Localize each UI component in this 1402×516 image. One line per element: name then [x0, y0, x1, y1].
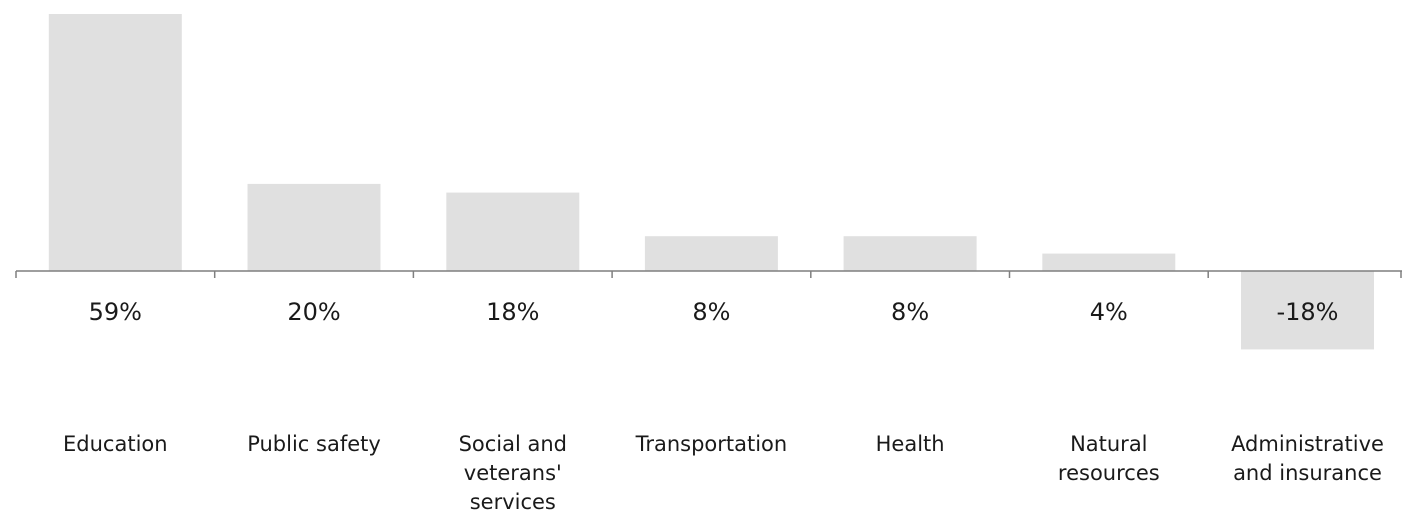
- category-label-line: and insurance: [1233, 461, 1382, 485]
- category-label-line: Administrative: [1231, 432, 1384, 456]
- category-label-line: Education: [63, 432, 168, 456]
- bar: [446, 192, 580, 271]
- bars-layer: [48, 14, 1374, 350]
- x-axis: [15, 270, 1402, 278]
- bar: [843, 236, 977, 271]
- category-label: Education: [63, 432, 168, 456]
- category-label: Natural resources: [1058, 432, 1160, 485]
- bar: [1241, 271, 1374, 350]
- value-label: 59%: [89, 298, 142, 326]
- value-label: 4%: [1090, 298, 1128, 326]
- category-label-line: Public safety: [247, 432, 381, 456]
- category-label-line: Natural: [1070, 432, 1147, 456]
- category-label-line: resources: [1058, 461, 1160, 485]
- value-label: 8%: [891, 298, 929, 326]
- category-label-line: Transportation: [635, 432, 788, 456]
- value-label: 18%: [486, 298, 539, 326]
- bar: [644, 236, 778, 271]
- category-label: Administrative and insurance: [1231, 432, 1384, 485]
- bar: [48, 14, 182, 271]
- value-label: 8%: [692, 298, 730, 326]
- value-labels: 59% 20% 18% 8% 8% 4% -18%: [89, 298, 1339, 326]
- category-label-line: veterans': [464, 461, 562, 485]
- category-labels: Education Public safety Social and veterans…: [63, 432, 1384, 514]
- category-label-line: services: [470, 490, 556, 514]
- bar: [1042, 253, 1176, 271]
- value-label: 20%: [287, 298, 340, 326]
- category-label: Transportation: [635, 432, 788, 456]
- category-label: Health: [876, 432, 945, 456]
- bar: [247, 183, 381, 271]
- category-label: Social and veterans' services: [459, 432, 567, 514]
- category-label: Public safety: [247, 432, 381, 456]
- category-label-line: Social and: [459, 432, 567, 456]
- category-label-line: Health: [876, 432, 945, 456]
- value-label: -18%: [1276, 298, 1338, 326]
